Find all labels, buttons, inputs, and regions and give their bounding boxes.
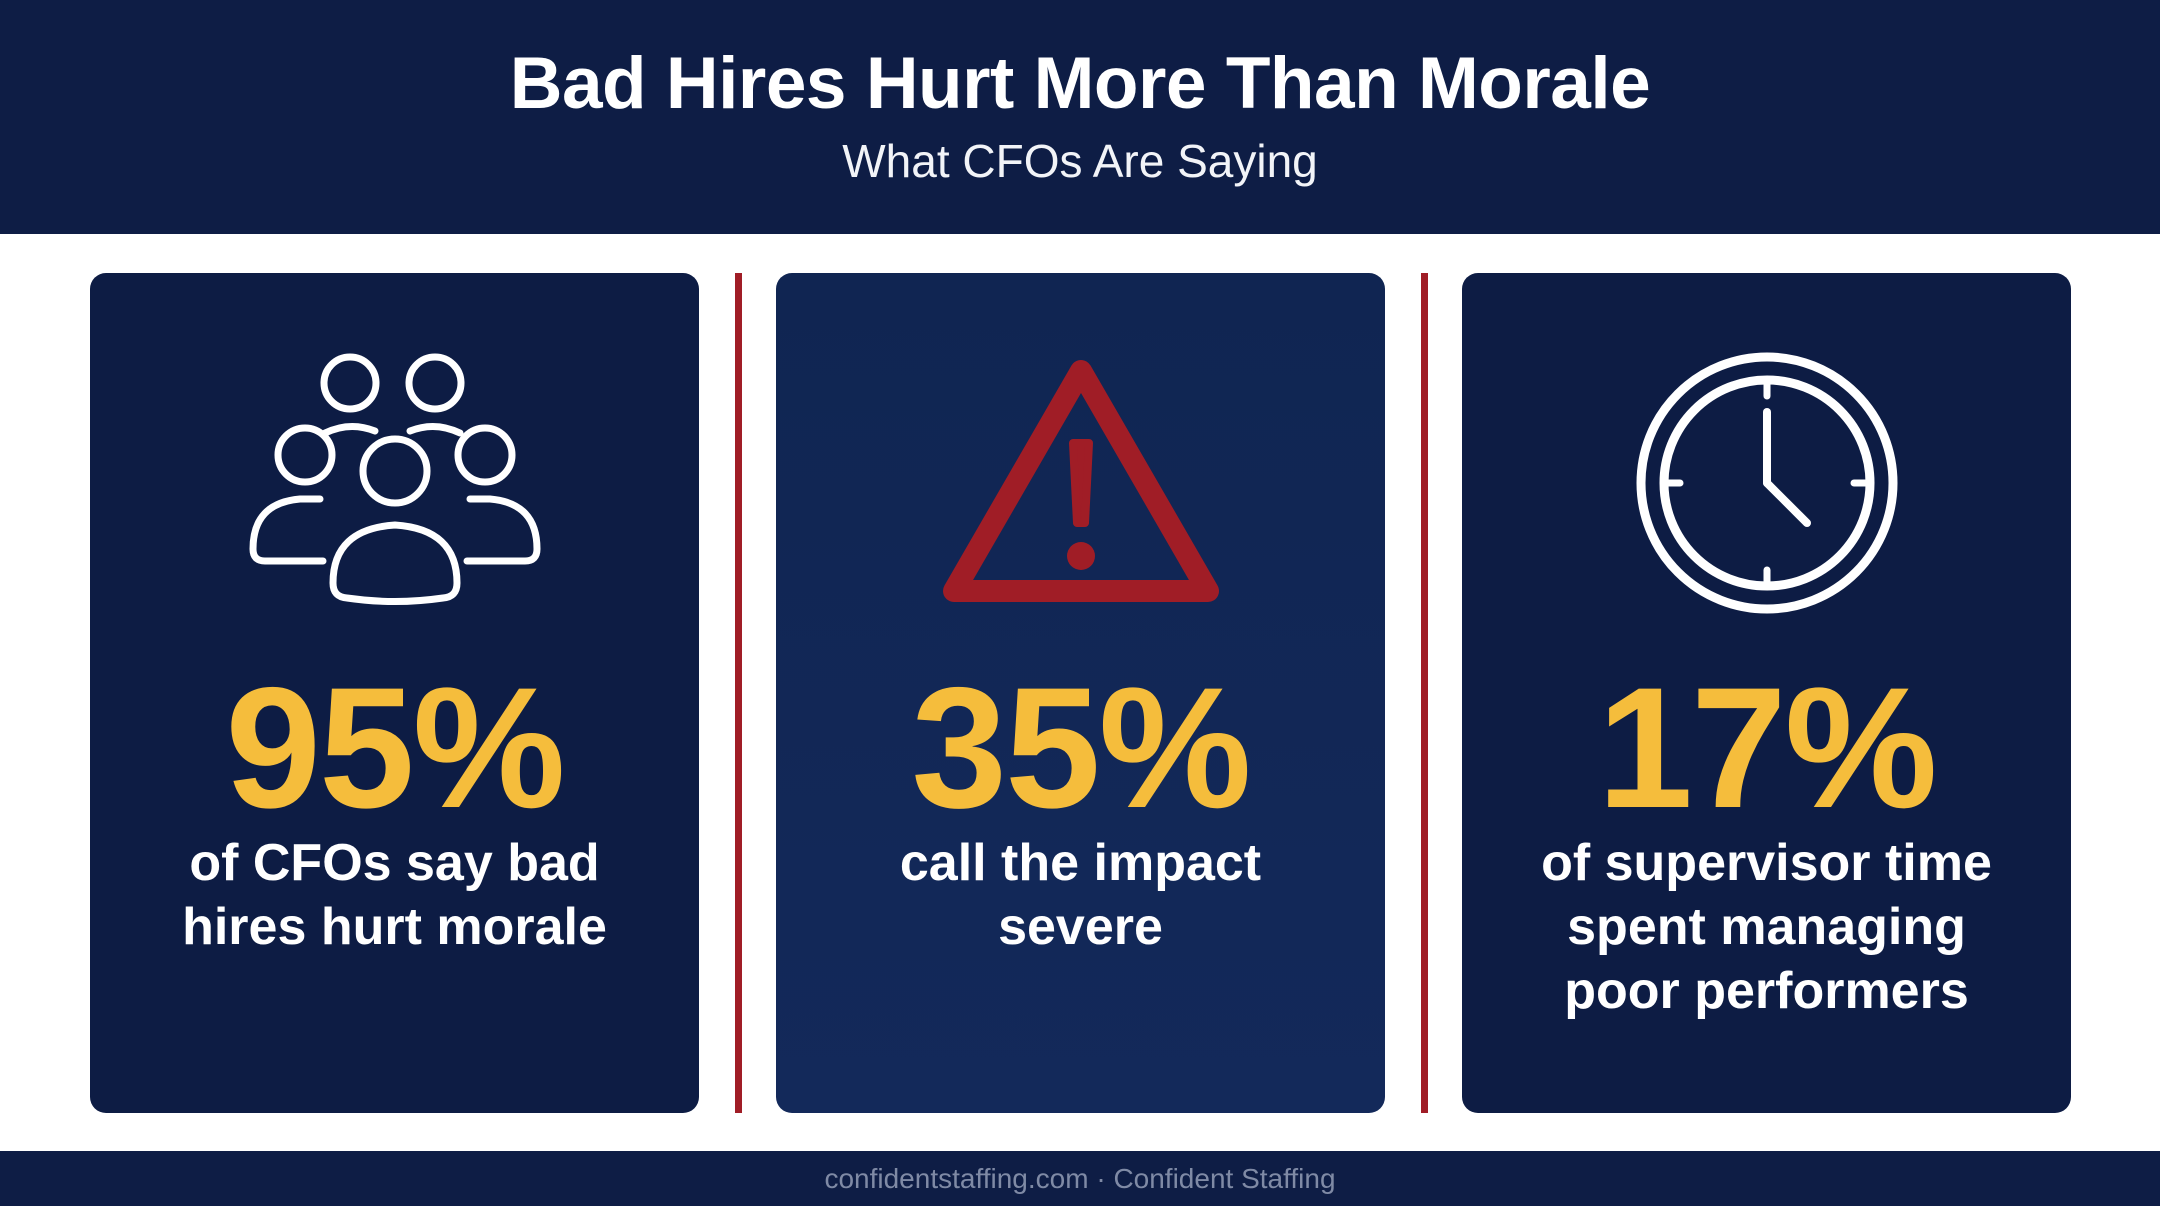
stat-value: 95% bbox=[225, 652, 565, 844]
stat-description-line: call the impact bbox=[899, 834, 1262, 892]
stat-value: 17% bbox=[1597, 652, 1937, 844]
divider bbox=[1421, 273, 1428, 1113]
stat-card-supervisor-time: 17% of supervisor time spent managing po… bbox=[1462, 273, 2071, 1113]
stat-value: 35% bbox=[911, 652, 1251, 844]
stat-description-line: severe bbox=[998, 898, 1163, 956]
stat-description-line: of CFOs say bad bbox=[189, 834, 600, 892]
stat-description: call the impact severe bbox=[816, 831, 1345, 959]
people-group-icon bbox=[90, 353, 699, 613]
stat-description-line: poor performers bbox=[1564, 962, 1969, 1020]
stat-description-line: of supervisor time bbox=[1541, 834, 1992, 892]
stat-description-line: hires hurt morale bbox=[182, 898, 607, 956]
stat-card-morale: 95% of CFOs say bad hires hurt morale bbox=[90, 273, 699, 1113]
warning-triangle-icon bbox=[776, 353, 1385, 613]
page-subtitle: What CFOs Are Saying bbox=[842, 135, 1318, 187]
stat-card-impact: 35% call the impact severe bbox=[776, 273, 1385, 1113]
stat-description-line: spent managing bbox=[1567, 898, 1966, 956]
stat-description: of supervisor time spent managing poor p… bbox=[1502, 831, 2031, 1023]
divider bbox=[735, 273, 742, 1113]
stat-description: of CFOs say bad hires hurt morale bbox=[130, 831, 659, 959]
footer-credit: confidentstaffing.com · Confident Staffi… bbox=[824, 1163, 1336, 1194]
page-title: Bad Hires Hurt More Than Morale bbox=[509, 43, 1651, 124]
header-banner: Bad Hires Hurt More Than Morale What CFO… bbox=[0, 0, 2160, 234]
clock-icon bbox=[1462, 352, 2071, 614]
footer-bar: confidentstaffing.com · Confident Staffi… bbox=[0, 1151, 2160, 1206]
